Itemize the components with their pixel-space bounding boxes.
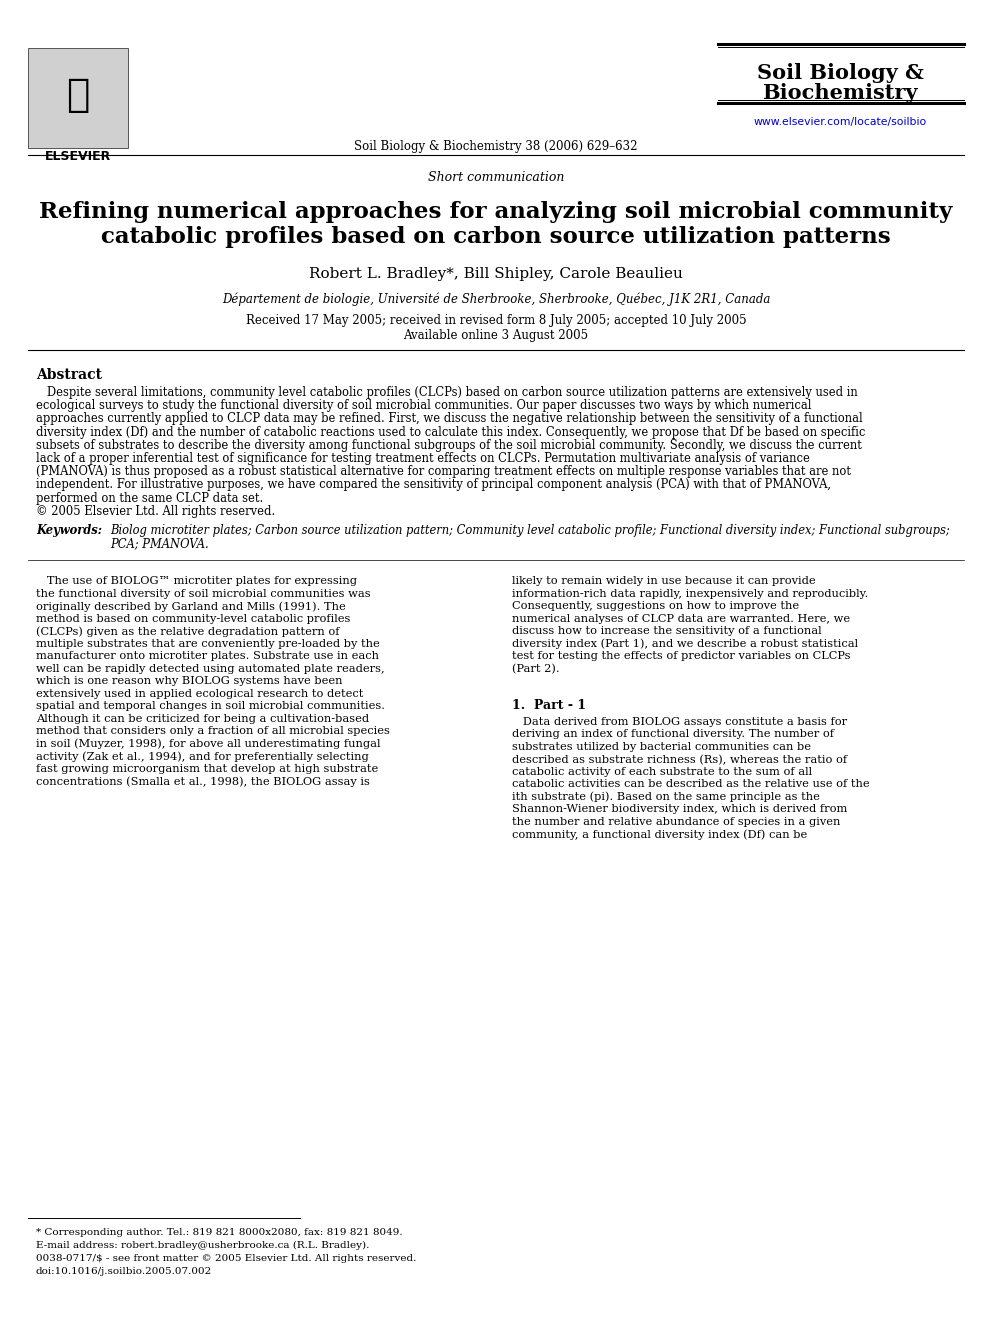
Text: 🌲: 🌲: [66, 75, 89, 114]
Text: substrates utilized by bacterial communities can be: substrates utilized by bacterial communi…: [512, 742, 811, 751]
Text: diversity index (Part 1), and we describe a robust statistical: diversity index (Part 1), and we describ…: [512, 639, 858, 650]
Text: © 2005 Elsevier Ltd. All rights reserved.: © 2005 Elsevier Ltd. All rights reserved…: [36, 505, 275, 517]
Text: * Corresponding author. Tel.: 819 821 8000x2080, fax: 819 821 8049.: * Corresponding author. Tel.: 819 821 80…: [36, 1228, 403, 1237]
Text: PCA; PMANOVA.: PCA; PMANOVA.: [110, 537, 208, 550]
Text: numerical analyses of CLCP data are warranted. Here, we: numerical analyses of CLCP data are warr…: [512, 614, 850, 624]
Text: well can be rapidly detected using automated plate readers,: well can be rapidly detected using autom…: [36, 664, 385, 673]
Text: Refining numerical approaches for analyzing soil microbial community: Refining numerical approaches for analyz…: [40, 201, 952, 224]
Text: Keywords:: Keywords:: [36, 524, 102, 537]
Text: doi:10.1016/j.soilbio.2005.07.002: doi:10.1016/j.soilbio.2005.07.002: [36, 1267, 212, 1275]
Text: subsets of substrates to describe the diversity among functional subgroups of th: subsets of substrates to describe the di…: [36, 439, 862, 451]
Text: Received 17 May 2005; received in revised form 8 July 2005; accepted 10 July 200: Received 17 May 2005; received in revise…: [246, 314, 746, 327]
Text: deriving an index of functional diversity. The number of: deriving an index of functional diversit…: [512, 729, 834, 740]
Text: diversity index (Df) and the number of catabolic reactions used to calculate thi: diversity index (Df) and the number of c…: [36, 426, 865, 439]
Text: approaches currently applied to CLCP data may be refined. First, we discuss the : approaches currently applied to CLCP dat…: [36, 413, 863, 426]
Text: likely to remain widely in use because it can provide: likely to remain widely in use because i…: [512, 577, 815, 586]
Text: performed on the same CLCP data set.: performed on the same CLCP data set.: [36, 492, 263, 504]
Text: ELSEVIER: ELSEVIER: [45, 149, 111, 163]
Text: lack of a proper inferential test of significance for testing treatment effects : lack of a proper inferential test of sig…: [36, 452, 809, 464]
Text: Consequently, suggestions on how to improve the: Consequently, suggestions on how to impr…: [512, 602, 800, 611]
Text: Soil Biology &: Soil Biology &: [757, 64, 924, 83]
Text: concentrations (Smalla et al., 1998), the BIOLOG assay is: concentrations (Smalla et al., 1998), th…: [36, 777, 370, 787]
Text: method that considers only a fraction of all microbial species: method that considers only a fraction of…: [36, 726, 390, 737]
Text: discuss how to increase the sensitivity of a functional: discuss how to increase the sensitivity …: [512, 626, 821, 636]
Text: catabolic activities can be described as the relative use of the: catabolic activities can be described as…: [512, 779, 870, 790]
Text: Despite several limitations, community level catabolic profiles (CLCPs) based on: Despite several limitations, community l…: [36, 386, 858, 400]
Text: the number and relative abundance of species in a given: the number and relative abundance of spe…: [512, 816, 840, 827]
Text: Data derived from BIOLOG assays constitute a basis for: Data derived from BIOLOG assays constitu…: [512, 717, 847, 726]
Text: (PMANOVA) is thus proposed as a robust statistical alternative for comparing tre: (PMANOVA) is thus proposed as a robust s…: [36, 466, 851, 478]
Text: Biochemistry: Biochemistry: [762, 83, 918, 103]
Text: catabolic profiles based on carbon source utilization patterns: catabolic profiles based on carbon sourc…: [101, 226, 891, 247]
Text: originally described by Garland and Mills (1991). The: originally described by Garland and Mill…: [36, 602, 346, 613]
Text: Short communication: Short communication: [428, 171, 564, 184]
Text: described as substrate richness (Rs), whereas the ratio of: described as substrate richness (Rs), wh…: [512, 754, 847, 765]
Bar: [28, 48, 128, 148]
Text: ecological surveys to study the functional diversity of soil microbial communiti: ecological surveys to study the function…: [36, 400, 811, 413]
Text: (Part 2).: (Part 2).: [512, 664, 559, 675]
Text: Abstract: Abstract: [36, 368, 102, 382]
Text: which is one reason why BIOLOG systems have been: which is one reason why BIOLOG systems h…: [36, 676, 342, 687]
Text: 0038-0717/$ - see front matter © 2005 Elsevier Ltd. All rights reserved.: 0038-0717/$ - see front matter © 2005 El…: [36, 1254, 417, 1263]
Text: independent. For illustrative purposes, we have compared the sensitivity of prin: independent. For illustrative purposes, …: [36, 479, 831, 491]
Text: the functional diversity of soil microbial communities was: the functional diversity of soil microbi…: [36, 589, 371, 599]
Text: Although it can be criticized for being a cultivation-based: Although it can be criticized for being …: [36, 714, 369, 724]
Text: Shannon-Wiener biodiversity index, which is derived from: Shannon-Wiener biodiversity index, which…: [512, 804, 847, 815]
Text: catabolic activity of each substrate to the sum of all: catabolic activity of each substrate to …: [512, 767, 812, 777]
Text: community, a functional diversity index (Df) can be: community, a functional diversity index …: [512, 830, 807, 840]
Text: information-rich data rapidly, inexpensively and reproducibly.: information-rich data rapidly, inexpensi…: [512, 589, 868, 599]
Text: Soil Biology & Biochemistry 38 (2006) 629–632: Soil Biology & Biochemistry 38 (2006) 62…: [354, 140, 638, 153]
Text: multiple substrates that are conveniently pre-loaded by the: multiple substrates that are convenientl…: [36, 639, 380, 648]
Text: test for testing the effects of predictor variables on CLCPs: test for testing the effects of predicto…: [512, 651, 850, 662]
Text: 1.  Part - 1: 1. Part - 1: [512, 699, 586, 712]
Text: (CLCPs) given as the relative degradation pattern of: (CLCPs) given as the relative degradatio…: [36, 626, 339, 636]
Text: in soil (Muyzer, 1998), for above all underestimating fungal: in soil (Muyzer, 1998), for above all un…: [36, 740, 381, 749]
Text: E-mail address: robert.bradley@usherbrooke.ca (R.L. Bradley).: E-mail address: robert.bradley@usherbroo…: [36, 1241, 369, 1250]
Text: extensively used in applied ecological research to detect: extensively used in applied ecological r…: [36, 689, 363, 699]
Text: Département de biologie, Université de Sherbrooke, Sherbrooke, Québec, J1K 2R1, : Département de biologie, Université de S…: [222, 292, 770, 307]
Text: method is based on community-level catabolic profiles: method is based on community-level catab…: [36, 614, 350, 624]
Text: Robert L. Bradley*, Bill Shipley, Carole Beaulieu: Robert L. Bradley*, Bill Shipley, Carole…: [310, 267, 682, 280]
Text: www.elsevier.com/locate/soilbio: www.elsevier.com/locate/soilbio: [753, 116, 927, 127]
Text: activity (Zak et al., 1994), and for preferentially selecting: activity (Zak et al., 1994), and for pre…: [36, 751, 369, 762]
Text: fast growing microorganism that develop at high substrate: fast growing microorganism that develop …: [36, 763, 378, 774]
Text: spatial and temporal changes in soil microbial communities.: spatial and temporal changes in soil mic…: [36, 701, 385, 712]
Text: ith substrate (pi). Based on the same principle as the: ith substrate (pi). Based on the same pr…: [512, 792, 819, 803]
Text: Biolog microtiter plates; Carbon source utilization pattern; Community level cat: Biolog microtiter plates; Carbon source …: [110, 524, 949, 537]
Text: Available online 3 August 2005: Available online 3 August 2005: [404, 329, 588, 343]
Text: manufacturer onto microtiter plates. Substrate use in each: manufacturer onto microtiter plates. Sub…: [36, 651, 379, 662]
Text: The use of BIOLOG™ microtiter plates for expressing: The use of BIOLOG™ microtiter plates for…: [36, 577, 357, 586]
